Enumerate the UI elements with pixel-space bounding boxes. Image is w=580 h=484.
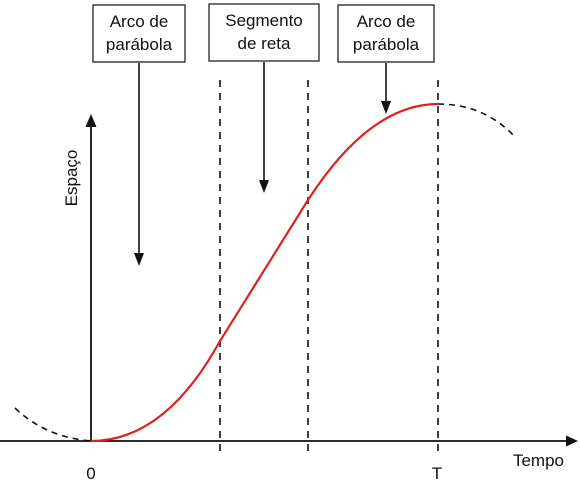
annotation-text: parábola [106,35,173,54]
pointer-arrowhead-right [381,101,391,114]
dashed-extension-right [437,103,517,139]
annotation-box-parabola-right: Arco de parábola [337,4,435,63]
y-axis-arrowhead [85,114,97,127]
pointer-arrowhead-left [134,253,144,266]
annotation-text: Arco de [357,12,416,31]
x-axis-label: Tempo [513,451,564,470]
x-tick-origin: 0 [86,464,95,483]
dashed-extension-left [14,407,92,442]
annotation-text: Segmento [225,11,303,30]
y-axis-label: Espaço [62,150,81,207]
annotation-box-parabola-left: Arco de parábola [92,4,186,63]
annotation-text: de reta [238,34,291,53]
annotation-text: parábola [353,35,420,54]
x-axis-arrowhead [566,435,578,447]
pointer-arrowhead-middle [259,180,269,193]
annotation-text: Arco de [110,12,169,31]
position-time-curve [90,102,439,443]
annotation-box-segment: Segmento de reta [208,3,320,62]
x-tick-T: T [432,464,442,483]
